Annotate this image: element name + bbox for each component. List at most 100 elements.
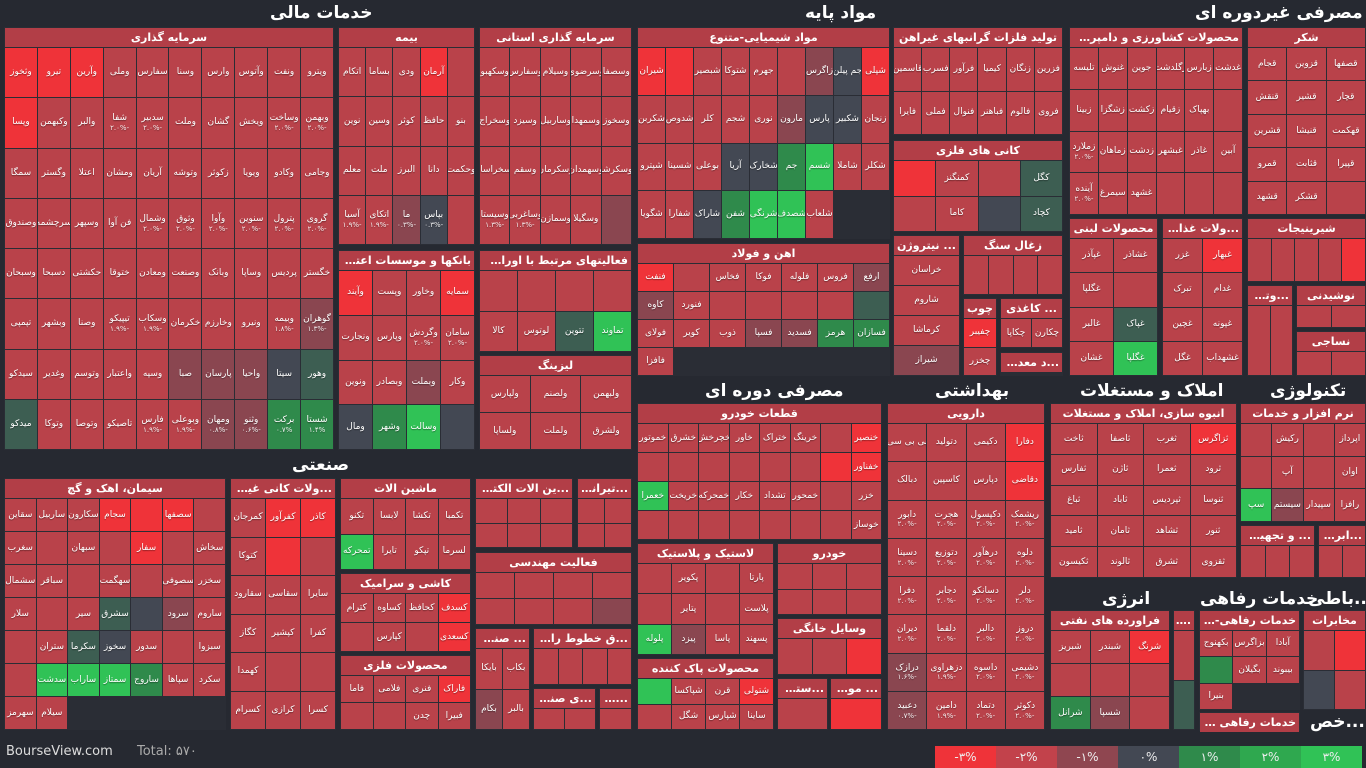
stock-cell[interactable]: کگل bbox=[1020, 161, 1062, 196]
stock-cell[interactable]: ثامان bbox=[1097, 516, 1143, 547]
stock-cell[interactable]: غشاذر bbox=[1114, 239, 1157, 273]
stock-cell[interactable]: دروز -۲.۰% bbox=[1005, 615, 1044, 653]
stock-cell[interactable]: قپیرا bbox=[1326, 148, 1365, 181]
stock-cell[interactable] bbox=[706, 594, 739, 624]
stock-cell[interactable] bbox=[607, 649, 631, 684]
stock-cell[interactable]: کگاز bbox=[231, 614, 265, 652]
stock-cell[interactable]: کمرجان bbox=[231, 499, 265, 537]
stock-cell[interactable] bbox=[515, 599, 553, 624]
stock-cell[interactable]: خوساز bbox=[851, 511, 881, 539]
stock-cell[interactable]: ومعادن bbox=[136, 249, 169, 299]
stock-cell[interactable]: والبر bbox=[70, 98, 103, 148]
stock-cell[interactable] bbox=[666, 48, 693, 95]
group-header[interactable]: ...ین الات الکتریکی bbox=[476, 479, 572, 498]
stock-cell[interactable]: خشرق bbox=[668, 424, 698, 452]
group-header[interactable]: ... کاغذی bbox=[1001, 299, 1062, 318]
stock-cell[interactable]: سبزوا bbox=[194, 631, 225, 663]
stock-cell[interactable]: شپترو bbox=[638, 143, 665, 191]
stock-cell[interactable]: وبیمه -۱.۸% bbox=[268, 299, 301, 349]
stock-cell[interactable]: واحیا bbox=[235, 349, 268, 399]
stock-cell[interactable]: فملی bbox=[922, 91, 950, 134]
stock-cell[interactable]: پلوله bbox=[638, 624, 671, 654]
stock-cell[interactable]: وسنا bbox=[169, 48, 202, 98]
stock-cell[interactable] bbox=[790, 453, 820, 481]
stock-cell[interactable] bbox=[1248, 306, 1270, 375]
group-header[interactable]: ماشین الات bbox=[341, 479, 470, 498]
stock-cell[interactable]: نوری bbox=[750, 95, 777, 143]
stock-cell[interactable]: وبهمن -۲.۰% bbox=[301, 98, 333, 148]
stock-cell[interactable]: سپاها bbox=[162, 664, 194, 696]
stock-cell[interactable]: غشهداب bbox=[1203, 341, 1242, 375]
stock-cell[interactable]: وشمال -۲.۰% bbox=[136, 198, 169, 248]
stock-cell[interactable]: شاملا bbox=[834, 143, 861, 191]
industry-group[interactable]: محصولات فلزی فاما فلامی فنری فاراک چدن فبیرا bbox=[340, 655, 471, 730]
stock-cell[interactable] bbox=[131, 598, 162, 630]
stock-cell[interactable]: ودی bbox=[393, 48, 420, 97]
stock-cell[interactable]: سامان -۲.۰% bbox=[441, 315, 474, 360]
group-header[interactable]: ...ولات غذایی bbox=[1163, 219, 1242, 238]
stock-cell[interactable]: ختراک bbox=[760, 424, 790, 452]
stock-cell[interactable]: قرن bbox=[706, 679, 739, 704]
stock-cell[interactable]: کتوکا bbox=[231, 537, 265, 575]
stock-cell[interactable]: هرمز bbox=[818, 320, 853, 347]
industry-group[interactable]: نساجی bbox=[1296, 331, 1366, 376]
stock-cell[interactable]: سرچشمه bbox=[37, 198, 70, 248]
stock-cell[interactable]: وبوعلی -۱.۹% bbox=[169, 399, 202, 449]
stock-cell[interactable]: سقاین bbox=[5, 499, 36, 531]
stock-cell[interactable]: دپارس bbox=[966, 462, 1005, 500]
stock-cell[interactable]: بکهنوج bbox=[1200, 631, 1233, 657]
stock-cell[interactable]: دتولید bbox=[927, 424, 966, 462]
stock-cell[interactable]: چفیبر bbox=[964, 319, 996, 347]
stock-cell[interactable] bbox=[760, 453, 790, 481]
stock-cell[interactable]: دقاضی bbox=[1005, 462, 1044, 500]
group-header[interactable]: ...ولات کانی غیرفلزی bbox=[231, 479, 335, 498]
stock-cell[interactable]: سفارس bbox=[136, 48, 169, 98]
stock-cell[interactable]: زشگزا bbox=[1098, 89, 1127, 131]
stock-cell[interactable]: سیستم bbox=[1272, 489, 1303, 521]
industry-group[interactable]: خدمات رفاهی متنوع bbox=[1199, 712, 1300, 732]
stock-cell[interactable]: ولبهمن bbox=[581, 376, 631, 412]
stock-cell[interactable]: حکشتی bbox=[70, 249, 103, 299]
industry-group[interactable]: ... نیتروژن خراسان شاروم کرماشا شیراز bbox=[893, 235, 960, 376]
stock-cell[interactable]: غشان bbox=[1070, 341, 1113, 375]
stock-cell[interactable]: بگیلان bbox=[1233, 657, 1266, 683]
stock-cell[interactable] bbox=[1297, 306, 1331, 327]
stock-cell[interactable]: لوتوس bbox=[518, 311, 555, 351]
stock-cell[interactable]: بهپاک bbox=[1185, 89, 1214, 131]
stock-cell[interactable] bbox=[1051, 664, 1090, 696]
stock-cell[interactable]: وارس bbox=[202, 48, 235, 98]
industry-group[interactable]: فراورده های نفتی شبریز شبندر شرنگ شرانل شسپا bbox=[1050, 610, 1170, 730]
stock-cell[interactable]: غنوش bbox=[1098, 48, 1127, 89]
stock-cell[interactable]: دبالک bbox=[888, 462, 927, 500]
stock-cell[interactable]: وگردش -۲.۰% bbox=[407, 315, 440, 360]
stock-cell[interactable] bbox=[638, 704, 671, 729]
stock-cell[interactable]: واعتبار bbox=[103, 349, 136, 399]
stock-cell[interactable]: کاوه bbox=[638, 292, 673, 319]
industry-group[interactable]: اهن و فولاد فنفت فخاس فوکا فلوله فروس ارفع کاوه… bbox=[637, 243, 890, 376]
stock-cell[interactable]: وسکاب -۱.۹% bbox=[136, 299, 169, 349]
stock-cell[interactable]: دلقما -۲.۰% bbox=[927, 615, 966, 653]
group-header[interactable]: بیمه bbox=[339, 28, 474, 47]
stock-cell[interactable]: بایکا bbox=[476, 649, 502, 689]
stock-cell[interactable] bbox=[778, 564, 812, 589]
stock-cell[interactable] bbox=[600, 709, 631, 729]
stock-cell[interactable]: وثخوز bbox=[5, 48, 37, 98]
stock-cell[interactable]: آبین bbox=[1214, 131, 1242, 173]
industry-group[interactable]: بانکها و موسسات اعتباری وآیند وپست وخاور سما… bbox=[338, 250, 475, 450]
stock-cell[interactable]: غبهار bbox=[1203, 239, 1242, 273]
stock-cell[interactable]: ثزاگرس bbox=[1190, 424, 1236, 454]
stock-cell[interactable]: شپلی bbox=[862, 48, 889, 95]
stock-cell[interactable]: البرز bbox=[393, 146, 420, 195]
stock-cell[interactable]: وپسا bbox=[5, 98, 37, 148]
industry-group[interactable]: کانی های فلزی کمنگنز کگل کاما کچاد bbox=[893, 140, 1063, 232]
group-header[interactable]: ...د معدنی bbox=[1001, 353, 1062, 372]
stock-cell[interactable]: مارون bbox=[778, 95, 805, 143]
stock-cell[interactable]: ثاخت bbox=[1051, 424, 1097, 454]
stock-cell[interactable]: شپارس bbox=[706, 704, 739, 729]
stock-cell[interactable]: آسیا -۱.۹% bbox=[339, 195, 366, 244]
stock-cell[interactable]: خچرخش bbox=[699, 424, 729, 452]
stock-cell[interactable]: خکرمان bbox=[169, 299, 202, 349]
stock-cell[interactable]: وتوشه bbox=[169, 148, 202, 198]
stock-cell[interactable] bbox=[162, 631, 194, 663]
stock-cell[interactable]: حافظ bbox=[420, 97, 447, 146]
